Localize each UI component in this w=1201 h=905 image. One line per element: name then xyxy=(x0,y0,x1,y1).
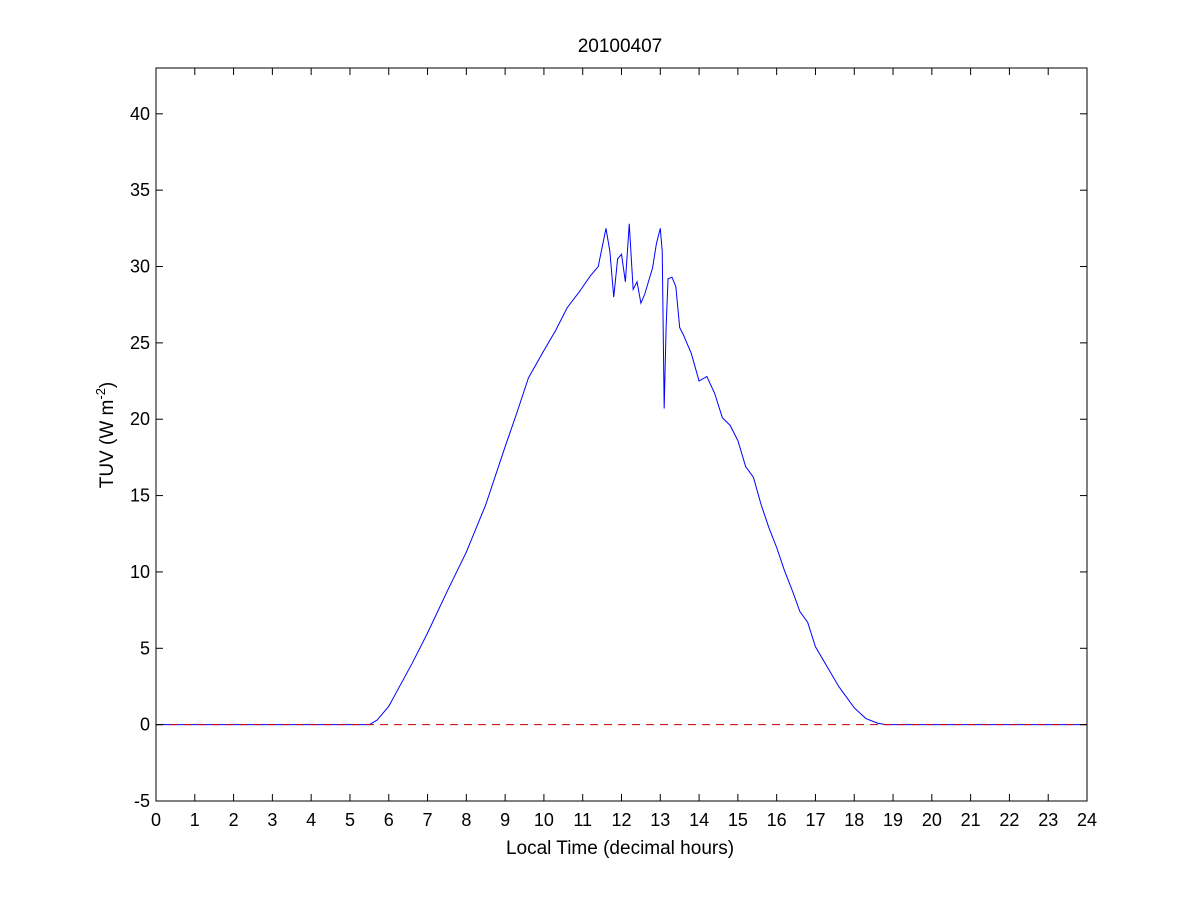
y-tick-label: 25 xyxy=(130,333,150,353)
axes: 0 1 2 3 4 5 6 7 8 9 10 11 12 13 14 15 16 17 18 19 20 21 22 23 24… xyxy=(130,67,1097,830)
y-tick-label: 20 xyxy=(130,409,150,429)
x-tick-label: 13 xyxy=(650,810,670,830)
y-tick-label: 0 xyxy=(140,715,150,735)
x-tick-label: 17 xyxy=(805,810,825,830)
y-axis-label-main: TUV (W m xyxy=(97,400,118,489)
x-tick-label: 10 xyxy=(534,810,554,830)
y-tick-label: -5 xyxy=(134,791,150,811)
x-tick-label: 12 xyxy=(611,810,631,830)
y-tick-label: 35 xyxy=(130,180,150,200)
x-tick-label: 23 xyxy=(1038,810,1058,830)
x-tick-label: 2 xyxy=(229,810,239,830)
x-tick-label: 14 xyxy=(689,810,709,830)
x-tick-label: 21 xyxy=(961,810,981,830)
chart-title: 20100407 xyxy=(578,36,663,57)
x-tick-label: 11 xyxy=(573,810,592,830)
y-tick-label: 10 xyxy=(130,562,150,582)
y-tick-label: 30 xyxy=(130,257,150,277)
plot-area xyxy=(156,223,1087,726)
x-tick-label: 1 xyxy=(190,810,200,830)
x-tick-label: 8 xyxy=(461,810,471,830)
y-tick-label: 40 xyxy=(130,104,150,124)
y-axis-label: TUV (W m-2) xyxy=(93,382,118,489)
x-tick-label: 7 xyxy=(423,810,433,830)
x-tick-label: 18 xyxy=(844,810,864,830)
y-tick-label: 5 xyxy=(140,638,150,658)
x-tick-label: 22 xyxy=(999,810,1019,830)
y-axis-label-close: ) xyxy=(97,382,118,388)
x-tick-label: 9 xyxy=(500,810,510,830)
x-tick-label: 20 xyxy=(922,810,942,830)
x-axis-label: Local Time (decimal hours) xyxy=(506,838,734,859)
x-tick-label: 0 xyxy=(151,810,161,830)
x-tick-label: 15 xyxy=(728,810,748,830)
x-tick-label: 6 xyxy=(384,810,394,830)
x-tick-label: 24 xyxy=(1077,810,1097,830)
y-axis-label-superscript: -2 xyxy=(93,388,108,400)
y-tick-label: 15 xyxy=(130,486,150,506)
tuv-series-line xyxy=(156,223,1087,726)
x-tick-label: 5 xyxy=(345,810,355,830)
x-tick-label: 16 xyxy=(767,810,787,830)
x-tick-label: 19 xyxy=(883,810,903,830)
x-tick-label: 3 xyxy=(267,810,277,830)
x-tick-label: 4 xyxy=(306,810,316,830)
